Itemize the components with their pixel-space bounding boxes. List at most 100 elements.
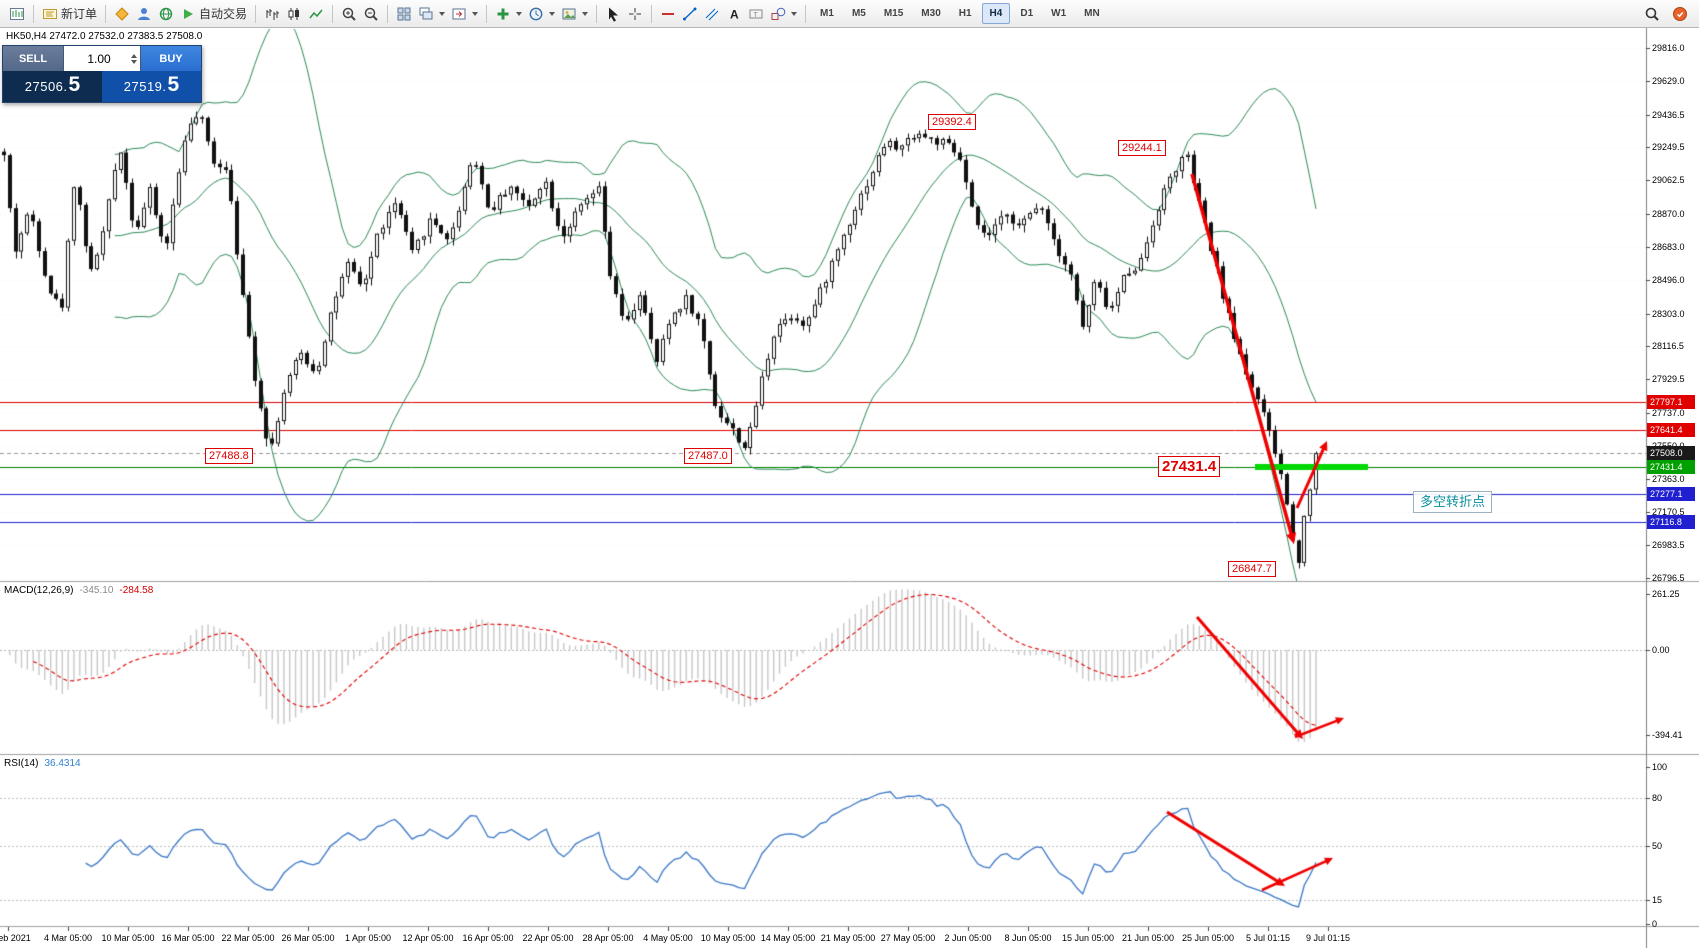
timeframe-h1-button[interactable]: H1 bbox=[958, 8, 972, 19]
crosshair-icon bbox=[627, 6, 643, 22]
price-level-tag: 27641.4 bbox=[1647, 422, 1695, 437]
price-axis-label: 29436.5 bbox=[1652, 109, 1685, 120]
svg-text:T: T bbox=[754, 11, 759, 18]
text-tool-button[interactable]: A bbox=[723, 2, 745, 26]
shapes-icon bbox=[770, 6, 786, 22]
time-axis-label: 10 Mar 05:00 bbox=[101, 933, 155, 943]
toolbar-separator bbox=[105, 4, 107, 23]
rsi-axis-label: 0 bbox=[1652, 919, 1658, 929]
timeframe-w1-button[interactable]: W1 bbox=[1051, 8, 1067, 19]
toolbar: 新订单 自动交易 A T M1 M5 M15 M30 H1 H4 D1 W1 MN bbox=[0, 0, 1699, 28]
toolbar-separator bbox=[596, 4, 598, 23]
zoom-in-button[interactable] bbox=[338, 2, 360, 26]
channel-tool-button[interactable] bbox=[701, 2, 723, 26]
time-axis-label: 5 Jul 01:15 bbox=[1245, 933, 1291, 943]
time-axis-label: 22 Mar 05:00 bbox=[221, 933, 275, 943]
sell-button[interactable]: SELL bbox=[3, 46, 63, 71]
time-axis-label: 14 May 05:00 bbox=[760, 933, 816, 943]
macd-axis-label: 261.25 bbox=[1652, 589, 1680, 599]
time-axis-label: 21 Jun 05:00 bbox=[1121, 933, 1175, 943]
price-level-tag: 27797.1 bbox=[1647, 395, 1695, 410]
periods-menu-button[interactable] bbox=[525, 2, 558, 26]
price-annotation-label: 29244.1 bbox=[1118, 140, 1166, 156]
buy-button[interactable]: BUY bbox=[141, 46, 201, 71]
price-axis-label: 27929.5 bbox=[1652, 374, 1685, 385]
price-annotation-label: 27487.0 bbox=[684, 448, 732, 464]
toolbar-right-group bbox=[1641, 2, 1693, 26]
market-watch-button[interactable] bbox=[133, 2, 155, 26]
notif-icon bbox=[1672, 6, 1688, 22]
toolbar-separator bbox=[387, 4, 389, 23]
shift-icon bbox=[451, 6, 467, 22]
hline-tool-button[interactable] bbox=[657, 2, 679, 26]
cursor-tool-button[interactable] bbox=[602, 2, 624, 26]
chart-shift-button[interactable] bbox=[448, 2, 481, 26]
image-icon bbox=[561, 6, 577, 22]
clock-icon bbox=[528, 6, 544, 22]
timeframe-m15-button[interactable]: M15 bbox=[883, 8, 904, 19]
web-terminal-button[interactable] bbox=[155, 2, 177, 26]
time-axis-label: 26 Mar 05:00 bbox=[281, 933, 335, 943]
time-axis-label: 21 May 05:00 bbox=[820, 933, 876, 943]
auto-trading-button[interactable]: 自动交易 bbox=[177, 2, 250, 26]
turning-point-note: 多空转折点 bbox=[1413, 491, 1493, 513]
charts-profile-button[interactable] bbox=[111, 2, 133, 26]
price-axis-label: 27550.0 bbox=[1652, 441, 1685, 451]
macd-indicator-label: MACD(12,26,9) -345.10 -284.58 bbox=[4, 585, 153, 596]
timeframe-m1-button[interactable]: M1 bbox=[820, 8, 834, 19]
time-axis-label: 9 Jul 01:15 bbox=[1305, 933, 1351, 943]
timeframe-m5-button[interactable]: M5 bbox=[851, 8, 866, 19]
volume-input[interactable]: 1.00 bbox=[63, 46, 141, 71]
sell-price[interactable]: 27506. 5 bbox=[3, 71, 102, 102]
textA-icon: A bbox=[726, 6, 742, 22]
plusgreen-icon bbox=[495, 6, 511, 22]
timeframe-mn-button[interactable]: MN bbox=[1084, 8, 1100, 19]
crosshair-tool-button[interactable] bbox=[624, 2, 646, 26]
shapes-tool-button[interactable] bbox=[767, 2, 800, 26]
community-notification-button[interactable] bbox=[1669, 2, 1691, 26]
timeframe-m30-button[interactable]: M30 bbox=[921, 8, 941, 19]
toolbar-separator bbox=[33, 4, 34, 23]
tile-windows-button[interactable] bbox=[393, 2, 415, 26]
zoom-out-button[interactable] bbox=[360, 2, 382, 26]
rsi-axis-label: 100 bbox=[1652, 762, 1668, 772]
auto-arrange-button[interactable] bbox=[415, 2, 448, 26]
volume-up-icon[interactable] bbox=[131, 53, 137, 58]
price-axis-label: 28683.0 bbox=[1652, 241, 1685, 252]
dropdown-caret-icon bbox=[439, 11, 446, 16]
templates-menu-button[interactable] bbox=[558, 2, 591, 26]
price-axis-label: 26796.5 bbox=[1652, 573, 1685, 583]
time-axis-label: 5 Feb 2021 bbox=[0, 933, 31, 943]
new-order-button[interactable]: 新订单 bbox=[39, 2, 100, 26]
price-axis-label: 28116.5 bbox=[1652, 341, 1684, 352]
trendline-tool-button[interactable] bbox=[679, 2, 701, 26]
cursor-icon bbox=[605, 6, 621, 22]
volume-stepper[interactable] bbox=[131, 53, 137, 64]
macd-name: MACD(12,26,9) bbox=[4, 585, 74, 596]
arrange-icon bbox=[418, 6, 434, 22]
volume-value[interactable]: 1.00 bbox=[87, 51, 111, 66]
one-click-trading-panel: SELL 1.00 BUY 27506. 5 27519. 5 bbox=[2, 45, 202, 103]
hline-icon bbox=[660, 6, 676, 22]
price-level-tag: 27508.0 bbox=[1647, 446, 1695, 461]
price-axis-label: 29249.5 bbox=[1652, 142, 1685, 153]
price-axis-label: 28303.0 bbox=[1652, 308, 1685, 319]
label-tool-button[interactable]: T bbox=[745, 2, 767, 26]
chartwin-icon bbox=[9, 6, 25, 22]
tline-icon bbox=[682, 6, 698, 22]
chart-ohlc-label: HK50,H4 27472.0 27532.0 27383.5 27508.0 bbox=[6, 31, 203, 42]
bar-chart-mode-button[interactable] bbox=[261, 2, 283, 26]
volume-down-icon[interactable] bbox=[131, 59, 137, 64]
timeframe-h4-button[interactable]: H4 bbox=[981, 3, 1011, 24]
search-button[interactable] bbox=[1641, 2, 1663, 26]
candle-chart-mode-button[interactable] bbox=[283, 2, 305, 26]
rsi-name: RSI(14) bbox=[4, 758, 39, 769]
timeframe-d1-button[interactable]: D1 bbox=[1020, 8, 1034, 19]
new-chart-button[interactable] bbox=[6, 2, 28, 26]
line-chart-mode-button[interactable] bbox=[305, 2, 327, 26]
buy-price[interactable]: 27519. 5 bbox=[102, 71, 201, 102]
indicators-menu-button[interactable] bbox=[492, 2, 525, 26]
dropdown-caret-icon bbox=[516, 11, 523, 16]
